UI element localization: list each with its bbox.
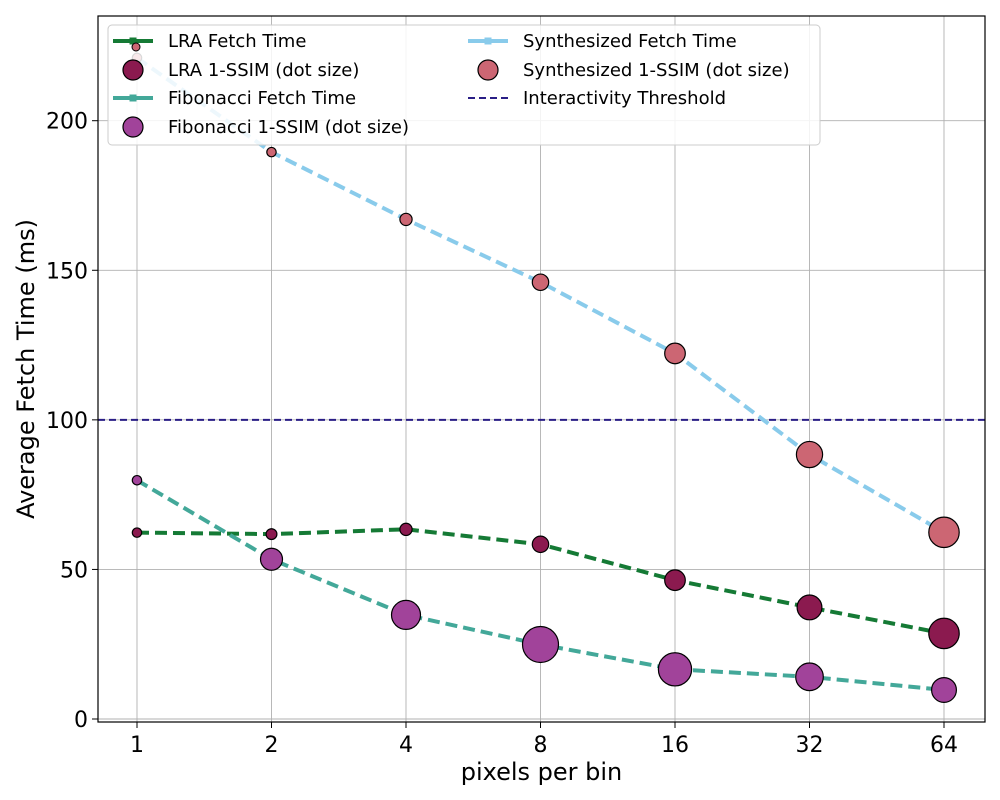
ssim-dot <box>399 212 413 227</box>
legend-small-dot <box>131 42 141 52</box>
legend-item: Synthesized Fetch Time <box>468 31 737 52</box>
legend-marker-swatch <box>129 94 137 102</box>
legend-label: Synthesized 1-SSIM (dot size) <box>523 60 790 81</box>
ssim-dot <box>531 273 550 292</box>
x-tick-label: 16 <box>661 733 689 758</box>
ssim-dot <box>131 474 143 486</box>
ssim-dot <box>664 569 686 592</box>
ssim-dot <box>928 617 960 650</box>
legend-label: LRA Fetch Time <box>168 31 306 52</box>
y-tick-label: 100 <box>46 409 88 434</box>
ssim-dot <box>796 594 823 621</box>
y-ticks: 0 50 100 150 200 <box>46 110 98 733</box>
ssim-dot <box>399 522 413 537</box>
x-axis-label: pixels per bin <box>461 758 623 786</box>
x-tick-label: 8 <box>534 733 548 758</box>
x-tick-label: 64 <box>930 733 958 758</box>
ssim-dot <box>930 676 957 703</box>
legend-label: Interactivity Threshold <box>523 88 726 109</box>
y-tick-label: 0 <box>74 708 88 733</box>
y-axis-label: Average Fetch Time (ms) <box>12 219 40 519</box>
series-2 <box>131 474 957 703</box>
legend-box <box>107 24 821 146</box>
legend-label: Fibonacci 1-SSIM (dot size) <box>168 117 409 138</box>
x-tick-label: 1 <box>130 733 144 758</box>
x-tick-label: 2 <box>265 733 279 758</box>
ssim-dot <box>657 652 693 687</box>
legend: LRA Fetch Time LRA 1-SSIM (dot size) Fibon… <box>107 24 821 146</box>
x-tick-label: 4 <box>399 733 413 758</box>
ssim-dot <box>259 547 284 571</box>
ssim-dot <box>521 625 560 664</box>
legend-marker-swatch <box>484 37 492 45</box>
x-ticks: 1 2 4 8 16 32 64 <box>130 722 958 758</box>
ssim-dot <box>795 662 824 692</box>
legend-dot-swatch <box>122 116 144 138</box>
x-tick-label: 32 <box>796 733 824 758</box>
y-tick-label: 200 <box>46 110 88 135</box>
ssim-dot <box>265 528 278 541</box>
legend-marker-swatch <box>129 37 137 45</box>
ssim-dot <box>928 516 960 549</box>
legend-label: Fibonacci Fetch Time <box>168 88 356 109</box>
legend-item: LRA Fetch Time <box>113 31 306 52</box>
ssim-dot <box>795 440 824 469</box>
plot-frame <box>97 15 986 723</box>
ssim-dot <box>266 146 277 158</box>
series-1 <box>131 522 960 650</box>
legend-item: LRA 1-SSIM (dot size) <box>122 59 359 81</box>
y-tick-label: 50 <box>60 558 88 583</box>
legend-item: Fibonacci 1-SSIM (dot size) <box>122 116 409 138</box>
y-tick-label: 150 <box>46 259 88 284</box>
legend-dot-swatch <box>477 59 499 81</box>
ssim-dot <box>390 599 422 631</box>
ssim-dot <box>664 342 686 365</box>
legend-item: Interactivity Threshold <box>468 88 726 109</box>
ssim-dot <box>131 527 143 538</box>
legend-item: Synthesized 1-SSIM (dot size) <box>477 59 790 81</box>
legend-label: Synthesized Fetch Time <box>523 31 737 52</box>
ssim-dot <box>531 535 550 554</box>
legend-item: Fibonacci Fetch Time <box>113 88 356 109</box>
legend-dot-swatch <box>122 59 144 81</box>
legend-label: LRA 1-SSIM (dot size) <box>168 60 359 81</box>
